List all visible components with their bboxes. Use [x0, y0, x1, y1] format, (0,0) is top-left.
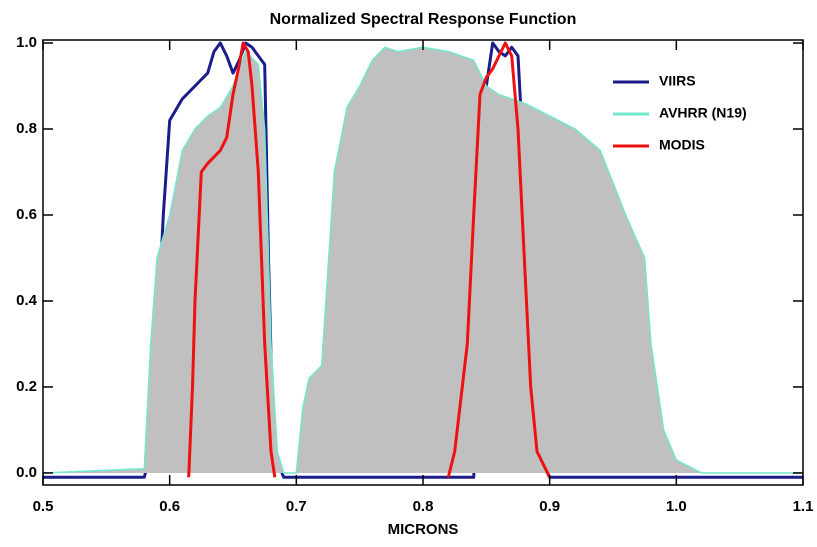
x-tick-label: 0.9	[539, 498, 560, 515]
y-tick-label: 0.8	[16, 120, 37, 137]
legend-label: AVHRR (N19)	[659, 105, 747, 121]
series-line	[42, 46, 803, 474]
x-tick-label: 0.8	[413, 498, 434, 515]
x-tick-label: 1.0	[666, 498, 687, 515]
series-line	[43, 41, 803, 479]
y-tick-label: 1.0	[16, 34, 37, 51]
x-tick-label: 0.5	[33, 498, 54, 515]
y-tick-label: 0.6	[16, 206, 37, 223]
x-tick-label: 0.7	[286, 498, 307, 515]
legend-label: MODIS	[659, 137, 705, 153]
area	[43, 47, 803, 474]
chart-title: Normalized Spectral Response Function	[270, 11, 577, 28]
series-line	[187, 41, 552, 478]
y-tick-label: 0.2	[16, 378, 37, 395]
y-tick-label: 0.0	[16, 464, 37, 481]
x-tick-label: 1.1	[793, 498, 814, 515]
y-tick-label: 0.4	[16, 292, 38, 309]
x-axis-label: MICRONS	[388, 521, 459, 538]
x-tick-label: 0.6	[159, 498, 180, 515]
legend-label: VIIRS	[659, 73, 696, 89]
